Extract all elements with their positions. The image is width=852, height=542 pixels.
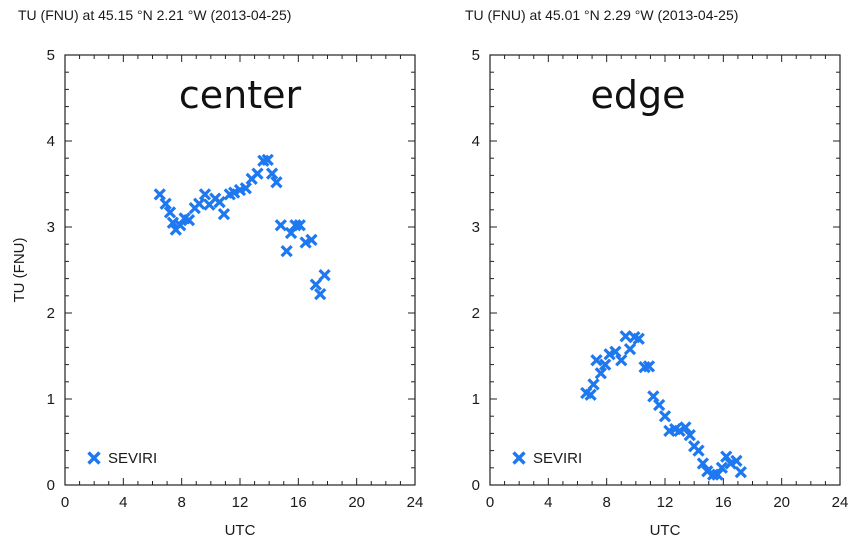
x-tick-label: 8 bbox=[177, 494, 185, 511]
chart-panel-right: TU (FNU) at 45.01 °N 2.29 °W (2013-04-25… bbox=[465, 7, 848, 539]
x-tick-label: 20 bbox=[773, 494, 790, 511]
x-axis-label-left: UTC bbox=[225, 522, 256, 539]
data-point bbox=[590, 354, 603, 367]
data-point bbox=[623, 342, 637, 356]
data-point bbox=[182, 213, 196, 227]
legend-label-right: SEVIRI bbox=[533, 450, 582, 467]
y-tick-label: 4 bbox=[47, 133, 55, 150]
data-point bbox=[615, 354, 628, 367]
x-tick-label: 4 bbox=[119, 494, 127, 511]
data-point bbox=[251, 167, 264, 180]
chart-title-right: TU (FNU) at 45.01 °N 2.29 °W (2013-04-25… bbox=[465, 7, 738, 23]
y-tick-label: 2 bbox=[472, 305, 480, 322]
annotation-center: center bbox=[179, 73, 302, 117]
data-point bbox=[647, 390, 660, 403]
data-point bbox=[174, 219, 187, 232]
y-tick-label: 4 bbox=[472, 133, 480, 150]
scatter-points-left bbox=[153, 153, 331, 301]
data-point bbox=[696, 457, 710, 470]
data-point bbox=[318, 269, 331, 282]
x-tick-label: 0 bbox=[486, 494, 494, 511]
data-point bbox=[159, 197, 172, 210]
data-point bbox=[734, 465, 747, 479]
plot-frame-right bbox=[489, 54, 841, 486]
data-point bbox=[679, 421, 692, 434]
x-tick-label: 8 bbox=[602, 494, 610, 511]
data-point bbox=[658, 410, 672, 423]
data-point bbox=[305, 233, 318, 247]
y-tick-label: 0 bbox=[472, 477, 480, 494]
data-point bbox=[594, 367, 607, 380]
data-point bbox=[153, 188, 166, 201]
data-point bbox=[720, 450, 733, 463]
y-tick-label: 1 bbox=[472, 391, 480, 408]
data-point bbox=[673, 424, 686, 437]
x-tick-label: 24 bbox=[832, 494, 849, 511]
data-point bbox=[314, 287, 327, 301]
data-point bbox=[270, 176, 283, 189]
y-tick-label: 2 bbox=[47, 305, 55, 322]
data-point bbox=[715, 461, 729, 474]
data-point bbox=[609, 345, 622, 358]
legend-left: SEVIRI bbox=[87, 450, 157, 467]
plot-frame-left bbox=[64, 54, 416, 486]
y-axis-label-left: TU (FNU) bbox=[11, 238, 28, 303]
data-point bbox=[274, 219, 287, 232]
x-tick-label: 0 bbox=[61, 494, 69, 511]
legend-right: SEVIRI bbox=[512, 450, 582, 467]
data-point bbox=[289, 219, 302, 232]
legend-x-icon bbox=[87, 451, 101, 465]
data-point bbox=[280, 244, 293, 258]
data-point bbox=[599, 358, 612, 371]
scatter-points-right bbox=[580, 330, 747, 481]
chart-title-left: TU (FNU) at 45.15 °N 2.21 °W (2013-04-25… bbox=[18, 7, 291, 23]
y-tick-label: 5 bbox=[472, 47, 480, 64]
y-tick-label: 1 bbox=[47, 391, 55, 408]
data-point bbox=[261, 153, 274, 167]
data-point bbox=[163, 206, 177, 219]
legend-label-left: SEVIRI bbox=[108, 450, 157, 467]
y-tick-label: 5 bbox=[47, 47, 55, 64]
data-point bbox=[642, 360, 656, 373]
y-tick-label: 3 bbox=[47, 219, 55, 236]
data-point bbox=[683, 428, 696, 442]
data-point bbox=[730, 454, 743, 468]
x-tick-label: 16 bbox=[290, 494, 307, 511]
data-point bbox=[309, 278, 322, 291]
data-point bbox=[198, 188, 212, 201]
chart-panel-left: TU (FNU) at 45.15 °N 2.21 °W (2013-04-25… bbox=[11, 7, 423, 539]
data-point bbox=[193, 197, 206, 210]
data-point bbox=[587, 378, 600, 391]
legend-marker-right bbox=[512, 451, 526, 465]
data-point bbox=[701, 465, 714, 478]
data-point bbox=[692, 444, 705, 457]
data-point bbox=[711, 468, 724, 481]
legend-marker-left bbox=[87, 451, 101, 465]
y-tick-label: 3 bbox=[472, 219, 480, 236]
x-tick-label: 12 bbox=[232, 494, 249, 511]
data-point bbox=[293, 219, 306, 232]
data-point bbox=[584, 388, 597, 401]
data-point bbox=[213, 195, 226, 209]
data-point bbox=[217, 207, 231, 221]
annotation-edge: edge bbox=[591, 73, 686, 117]
data-point bbox=[632, 332, 645, 345]
x-tick-label: 24 bbox=[407, 494, 424, 511]
legend-x-icon bbox=[512, 451, 526, 465]
x-tick-label: 20 bbox=[348, 494, 365, 511]
x-tick-label: 12 bbox=[657, 494, 674, 511]
data-point bbox=[653, 398, 666, 412]
x-axis-label-right: UTC bbox=[650, 522, 681, 539]
data-point bbox=[239, 182, 252, 195]
y-tick-label: 0 bbox=[47, 477, 55, 494]
x-tick-label: 16 bbox=[715, 494, 732, 511]
x-tick-label: 4 bbox=[544, 494, 552, 511]
data-point bbox=[265, 167, 279, 180]
